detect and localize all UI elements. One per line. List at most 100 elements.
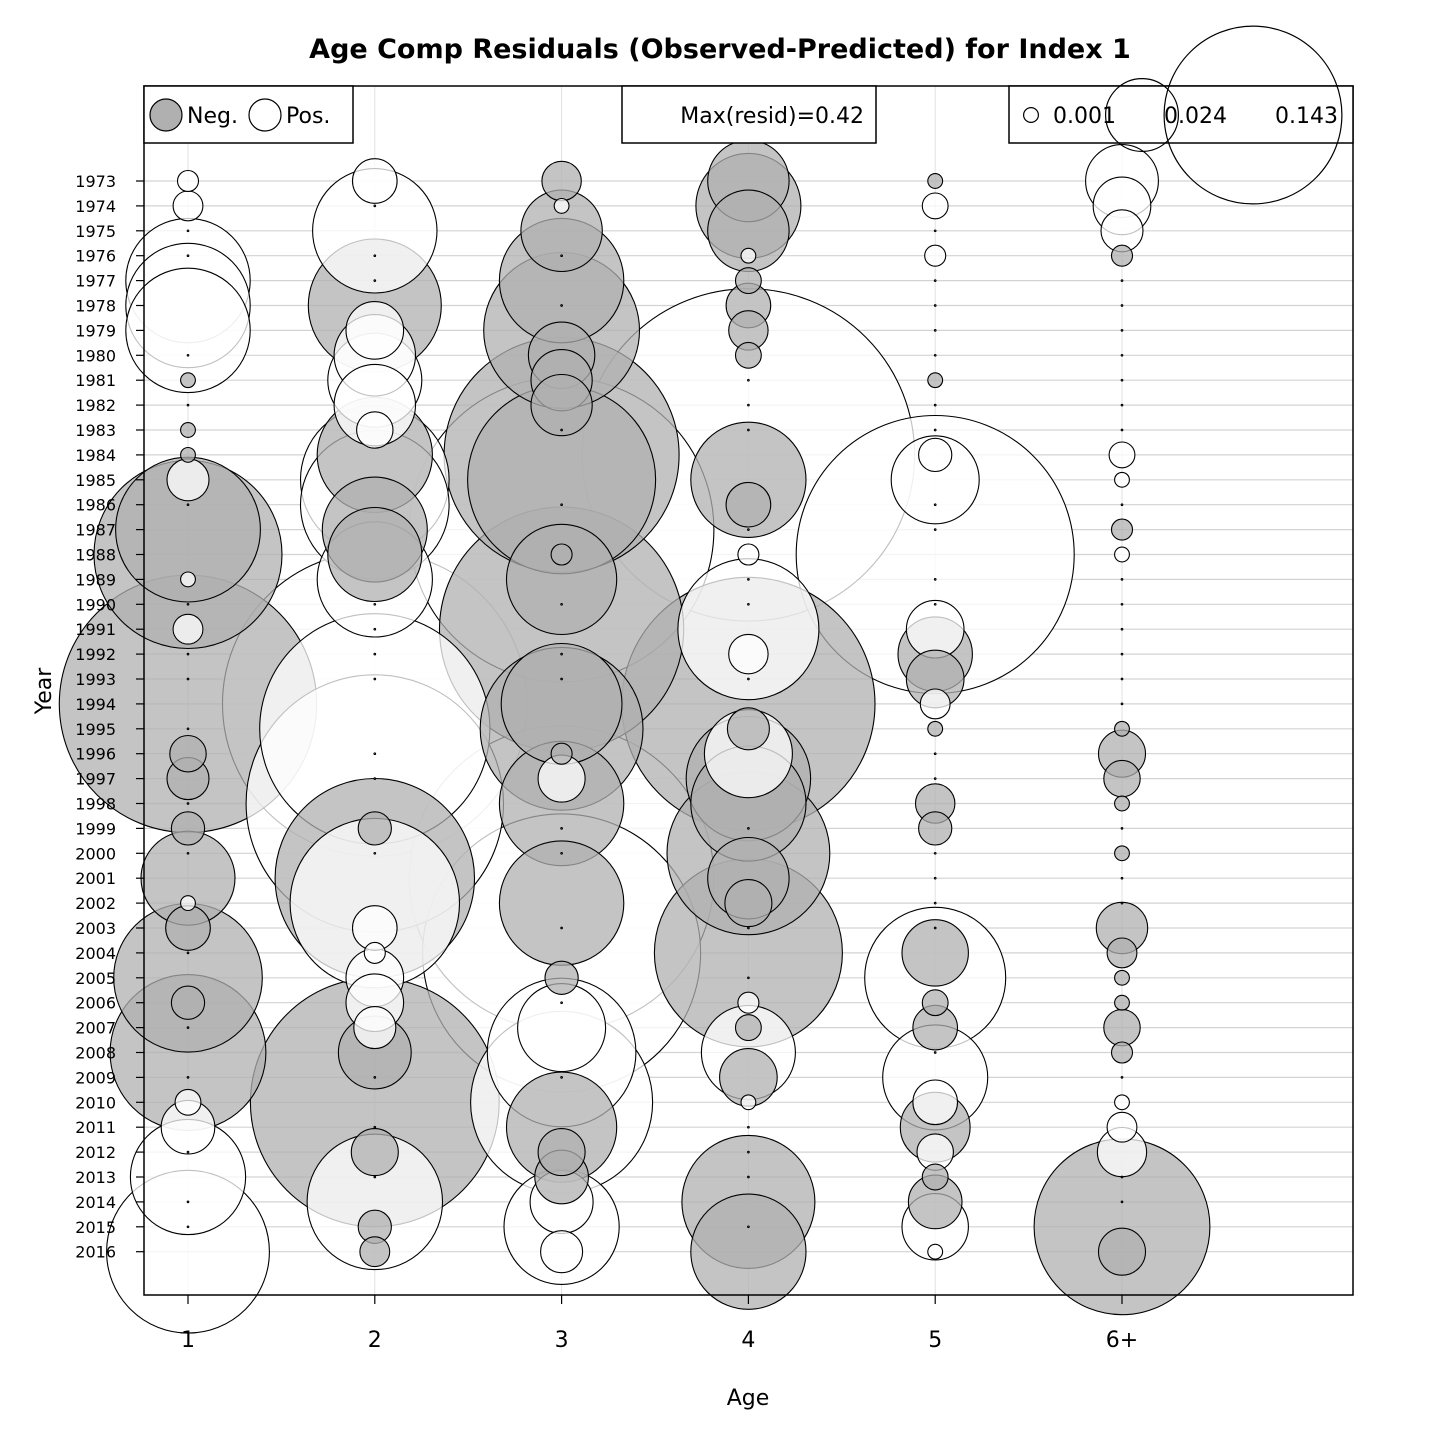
bubble-negative <box>327 506 423 603</box>
bubble-negative <box>541 160 582 202</box>
x-tick-label: 6+ <box>1106 1328 1138 1353</box>
bubble-negative <box>734 341 762 369</box>
max-resid-legend: Max(resid)=0.42 <box>621 85 877 144</box>
y-tick-label: 1989 <box>75 570 116 589</box>
bubble-positive <box>186 1026 190 1029</box>
y-tick-label: 2011 <box>75 1118 116 1137</box>
bubble-negative <box>725 481 772 528</box>
bubble-positive <box>740 247 757 264</box>
bubble-positive <box>186 652 190 656</box>
positive-legend-symbol <box>248 98 282 132</box>
bubble-positive <box>740 1094 757 1111</box>
bubble-positive <box>1120 329 1124 332</box>
bubble-positive <box>747 1225 750 1229</box>
bubble-negative <box>1103 1008 1141 1047</box>
bubble-negative <box>690 421 807 538</box>
bubble-positive <box>1120 702 1124 706</box>
y-tick-label: 2016 <box>75 1243 116 1262</box>
y-tick-label: 1974 <box>75 197 116 216</box>
y-tick-label: 1979 <box>75 321 116 340</box>
bubble-positive <box>560 254 563 258</box>
bubble-positive <box>912 1079 959 1126</box>
bubble-positive <box>747 926 750 930</box>
bubble-positive <box>728 633 769 675</box>
y-tick-label: 2006 <box>75 994 116 1013</box>
bubble-negative <box>918 811 953 846</box>
positive-legend-label: Pos. <box>286 104 330 129</box>
bubble-positive <box>918 437 953 473</box>
bubble-positive <box>933 304 937 307</box>
y-tick-label: 2013 <box>75 1168 116 1187</box>
y-tick-label: 1983 <box>75 421 116 440</box>
bubble-positive <box>1120 503 1124 507</box>
bubble-positive <box>373 652 377 656</box>
bubble-negative <box>357 811 392 846</box>
bubble-positive <box>540 1230 584 1274</box>
bubble-negative <box>350 1128 399 1177</box>
y-tick-label: 1982 <box>75 396 116 415</box>
size-legend-symbol-small <box>1022 106 1039 123</box>
bubble-positive <box>737 991 760 1014</box>
bubble-negative <box>550 543 573 566</box>
bubble-positive <box>933 353 937 357</box>
y-tick-label: 1992 <box>75 645 116 664</box>
y-tick-label: 1995 <box>75 720 116 739</box>
chart-title: Age Comp Residuals (Observed-Predicted) … <box>309 34 1131 65</box>
bubble-positive <box>933 876 937 880</box>
bubble-positive <box>186 1076 190 1079</box>
negative-legend-label: Neg. <box>187 104 238 129</box>
bubble-positive <box>186 503 190 507</box>
y-tick-label: 1993 <box>75 670 116 689</box>
size-legend-symbol-medium <box>1104 77 1179 153</box>
y-tick-label: 2009 <box>75 1068 116 1087</box>
y-tick-label: 2010 <box>75 1093 116 1112</box>
bubble-positive <box>1120 652 1124 656</box>
y-tick-label: 2003 <box>75 919 116 938</box>
bubble-positive <box>1108 441 1136 469</box>
y-tick-label: 2001 <box>75 869 116 888</box>
bubble-positive <box>174 1088 202 1116</box>
y-tick-label: 2012 <box>75 1143 116 1162</box>
bubble-negative <box>734 267 762 295</box>
bubbles <box>58 139 1211 1334</box>
y-tick-label: 1976 <box>75 247 116 266</box>
bubble-negative <box>1114 994 1130 1011</box>
bubble-positive <box>1120 677 1124 681</box>
bubble-negative <box>734 1014 762 1042</box>
bubble-negative <box>1110 1041 1134 1064</box>
bubble-positive <box>933 901 937 905</box>
bubble-positive <box>1120 827 1124 830</box>
bubble-positive <box>186 802 190 805</box>
bubble-positive <box>186 677 190 681</box>
bubble-positive <box>186 229 190 233</box>
bubble-positive <box>1120 1175 1124 1179</box>
bubble-positive <box>186 1150 190 1154</box>
bubble-positive <box>747 578 750 581</box>
bubble-positive <box>933 403 937 407</box>
bubble-positive <box>373 677 377 681</box>
bubble-positive <box>933 503 937 507</box>
bubble-positive <box>560 827 563 830</box>
x-tick-label: 1 <box>181 1328 195 1353</box>
bubble-negative <box>165 905 211 951</box>
bubble-positive <box>517 983 607 1073</box>
bubble-positive <box>373 1125 377 1129</box>
bubble-positive <box>933 329 937 332</box>
bubble-positive <box>373 1175 377 1179</box>
y-tick-label: 2004 <box>75 944 116 963</box>
bubble-positive <box>186 254 190 258</box>
bubble-positive <box>180 895 196 912</box>
bubble-positive <box>553 197 570 214</box>
bubble-positive <box>905 599 965 659</box>
y-tick-label: 1988 <box>75 546 116 565</box>
y-tick-label: 2002 <box>75 894 116 913</box>
x-axis-label: Age <box>727 1386 770 1411</box>
y-tick-label: 1980 <box>75 346 116 365</box>
bubble-positive <box>1120 304 1124 307</box>
bubble-positive <box>560 503 563 507</box>
bubble-negative <box>726 707 770 751</box>
y-axis: 1973 1974 1975 1976 1977 1978 1979 1980 1981 1982… <box>75 172 144 1262</box>
bubble-positive <box>373 204 377 208</box>
bubble-positive <box>933 578 937 581</box>
bubble-negative <box>180 422 196 438</box>
